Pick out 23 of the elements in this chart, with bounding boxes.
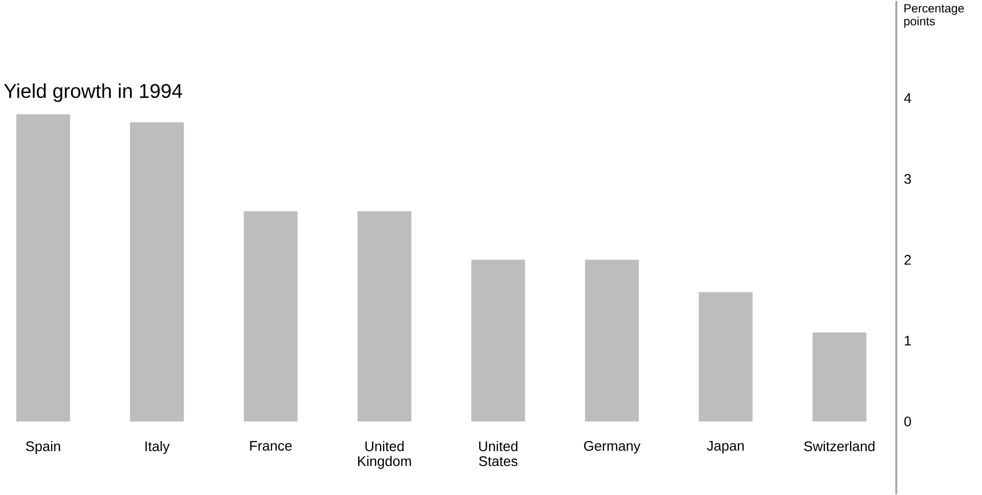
bar [16,114,70,422]
x-tick-label: United States [479,440,518,466]
text: Yield growth in 1994 [4,83,182,102]
bar [130,122,184,422]
y-tick-label: 3 [904,174,911,184]
x-tick-label: France [250,440,292,451]
x-tick-label: Spain [26,440,60,454]
bar [585,260,639,422]
bar [358,211,412,422]
bar [812,332,866,422]
x-tick-label: Switzerland [804,440,874,452]
x-tick-label: Japan [706,440,744,454]
y-tick-label: 0 [904,416,911,426]
x-tick-label: United Kingdom [358,440,411,469]
y-axis-title: Percentage points [904,4,964,28]
y-tick-label: 2 [904,254,911,264]
x-tick-label: Germany [584,440,640,454]
bar [471,260,526,422]
bar [698,292,753,422]
bar [244,211,298,422]
x-tick-label: Italy [145,440,170,454]
y-tick-label: 1 [904,336,911,346]
y-tick-label: 4 [904,93,912,103]
